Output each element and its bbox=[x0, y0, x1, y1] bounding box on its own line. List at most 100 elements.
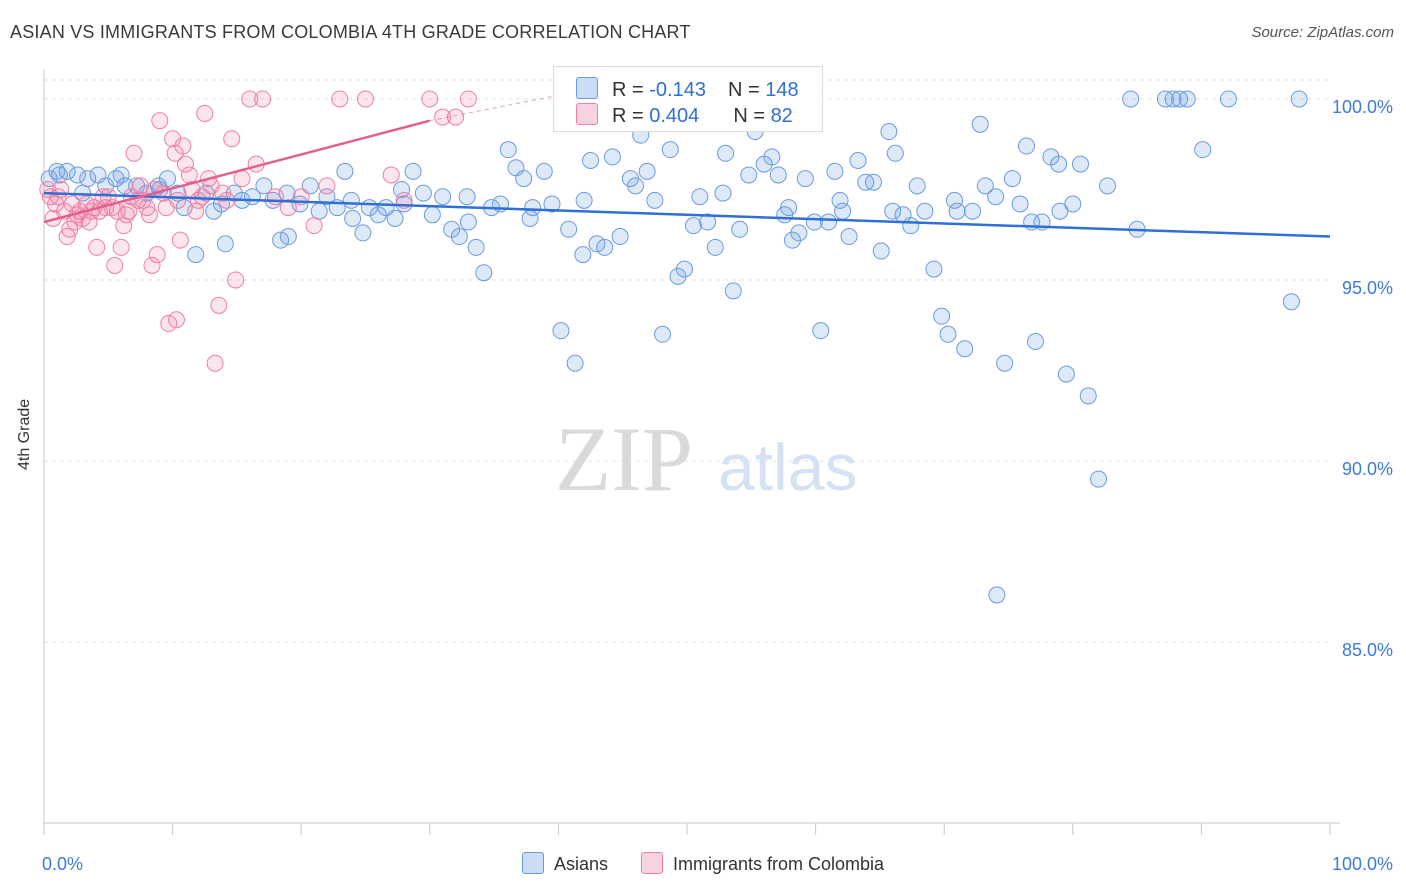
point-asians bbox=[535, 162, 553, 180]
point-colombia bbox=[171, 231, 189, 249]
point-asians bbox=[1011, 195, 1029, 213]
colombia-swatch bbox=[576, 103, 598, 125]
point-asians bbox=[524, 199, 542, 217]
asians-r-value: -0.143 bbox=[649, 79, 706, 101]
point-asians bbox=[603, 148, 621, 166]
point-asians bbox=[627, 177, 645, 195]
point-colombia bbox=[305, 217, 323, 235]
point-colombia bbox=[210, 296, 228, 314]
trendline-asians bbox=[43, 191, 1331, 238]
point-colombia bbox=[167, 311, 185, 329]
point-asians bbox=[996, 354, 1014, 372]
point-asians bbox=[826, 162, 844, 180]
y-tick-label: 85.0% bbox=[1342, 640, 1393, 660]
point-asians bbox=[684, 217, 702, 235]
point-asians bbox=[831, 191, 849, 209]
point-asians bbox=[68, 166, 86, 184]
point-colombia bbox=[180, 166, 198, 184]
point-colombia bbox=[357, 90, 374, 108]
watermark-zip: ZIP bbox=[555, 408, 693, 510]
point-colombia bbox=[151, 112, 169, 130]
point-asians bbox=[336, 162, 354, 180]
point-colombia bbox=[140, 206, 158, 224]
point-colombia bbox=[125, 144, 143, 162]
point-colombia bbox=[206, 354, 224, 372]
trendline-colombia bbox=[43, 119, 431, 224]
point-asians bbox=[805, 213, 823, 231]
point-asians bbox=[1051, 202, 1069, 220]
point-asians bbox=[393, 180, 411, 198]
series-legend: Asians Immigrants from Colombia bbox=[0, 852, 1406, 875]
point-asians bbox=[724, 282, 742, 300]
point-colombia bbox=[148, 246, 166, 264]
point-asians bbox=[812, 322, 830, 340]
point-asians bbox=[1122, 90, 1140, 108]
point-asians bbox=[902, 217, 920, 235]
point-asians bbox=[342, 191, 360, 209]
point-asians bbox=[499, 141, 517, 159]
point-asians bbox=[187, 246, 205, 264]
point-asians bbox=[819, 213, 837, 231]
point-asians bbox=[574, 246, 592, 264]
point-asians bbox=[216, 235, 234, 253]
point-colombia bbox=[434, 108, 452, 126]
point-asians bbox=[933, 307, 951, 325]
point-asians bbox=[948, 202, 966, 220]
point-asians bbox=[976, 177, 994, 195]
point-asians bbox=[880, 123, 898, 141]
point-asians bbox=[279, 228, 297, 246]
point-asians bbox=[731, 220, 749, 238]
point-colombia bbox=[176, 155, 194, 173]
legend-item-colombia[interactable]: Immigrants from Colombia bbox=[640, 852, 885, 875]
point-asians bbox=[1282, 293, 1300, 311]
point-asians bbox=[884, 202, 902, 220]
legend-swatch-asians bbox=[521, 852, 544, 874]
asians-n-value: 148 bbox=[765, 79, 799, 101]
point-asians bbox=[1027, 333, 1045, 351]
point-asians bbox=[48, 162, 66, 180]
asians-r-label: R = bbox=[612, 79, 650, 101]
point-asians bbox=[638, 162, 656, 180]
point-asians bbox=[714, 184, 732, 202]
point-colombia bbox=[318, 177, 336, 195]
point-asians bbox=[661, 141, 679, 159]
asians-swatch bbox=[576, 77, 598, 99]
colombia-n-label: N = bbox=[733, 105, 771, 127]
point-asians bbox=[1072, 155, 1090, 173]
point-asians bbox=[475, 264, 493, 282]
point-asians bbox=[1003, 170, 1021, 188]
point-asians bbox=[552, 322, 570, 340]
point-asians bbox=[414, 184, 432, 202]
point-asians bbox=[255, 177, 273, 195]
point-colombia bbox=[196, 104, 214, 122]
y-tick-label: 90.0% bbox=[1342, 459, 1393, 479]
point-asians bbox=[596, 238, 614, 256]
point-colombia bbox=[106, 256, 124, 274]
point-asians bbox=[459, 213, 477, 231]
legend-swatch-colombia bbox=[640, 852, 663, 874]
point-asians bbox=[116, 177, 134, 195]
point-asians bbox=[1164, 90, 1182, 108]
point-asians bbox=[706, 238, 724, 256]
stats-legend-row-asians: R = -0.143 N = 148 bbox=[576, 77, 799, 101]
watermark-atlas: atlas bbox=[718, 430, 857, 504]
point-asians bbox=[872, 242, 890, 260]
asians-n-label: N = bbox=[727, 79, 766, 101]
point-asians bbox=[886, 144, 904, 162]
point-asians bbox=[849, 152, 867, 170]
point-asians bbox=[450, 228, 468, 246]
point-asians bbox=[646, 191, 664, 209]
point-asians bbox=[864, 173, 882, 191]
point-colombia bbox=[227, 271, 245, 289]
legend-label-asians: Asians bbox=[553, 854, 608, 874]
point-asians bbox=[1290, 90, 1308, 108]
legend-item-asians[interactable]: Asians bbox=[521, 852, 608, 875]
point-asians bbox=[783, 231, 801, 249]
point-colombia bbox=[131, 177, 149, 195]
point-asians bbox=[988, 586, 1006, 604]
point-asians bbox=[467, 238, 485, 256]
legend-label-colombia: Immigrants from Colombia bbox=[672, 854, 885, 874]
point-colombia bbox=[241, 90, 259, 108]
point-colombia bbox=[447, 108, 465, 126]
point-asians bbox=[582, 152, 600, 170]
